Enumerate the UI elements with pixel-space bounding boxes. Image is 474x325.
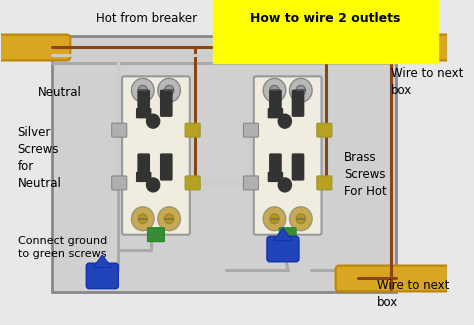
FancyBboxPatch shape xyxy=(86,263,118,289)
FancyBboxPatch shape xyxy=(268,173,283,181)
FancyBboxPatch shape xyxy=(270,90,281,114)
Circle shape xyxy=(158,207,181,231)
Circle shape xyxy=(290,78,312,102)
Circle shape xyxy=(270,214,279,224)
Text: Wire to next
box: Wire to next box xyxy=(377,280,449,309)
Circle shape xyxy=(164,214,174,224)
FancyBboxPatch shape xyxy=(185,176,200,190)
FancyBboxPatch shape xyxy=(147,228,164,242)
Circle shape xyxy=(164,85,174,95)
Circle shape xyxy=(131,78,154,102)
FancyBboxPatch shape xyxy=(122,76,190,235)
Text: Neutral: Neutral xyxy=(38,86,82,99)
FancyBboxPatch shape xyxy=(161,154,172,180)
Circle shape xyxy=(270,85,279,95)
Circle shape xyxy=(263,207,286,231)
FancyBboxPatch shape xyxy=(244,123,258,137)
FancyBboxPatch shape xyxy=(292,154,304,180)
FancyBboxPatch shape xyxy=(137,173,151,181)
FancyBboxPatch shape xyxy=(336,266,450,292)
Circle shape xyxy=(146,178,160,192)
Circle shape xyxy=(278,114,292,128)
Polygon shape xyxy=(273,228,292,241)
Circle shape xyxy=(290,207,312,231)
Text: How to wire 2 outlets: How to wire 2 outlets xyxy=(250,12,401,25)
FancyBboxPatch shape xyxy=(268,109,283,118)
Circle shape xyxy=(146,114,160,128)
Text: Connect ground
to green screws: Connect ground to green screws xyxy=(18,236,107,259)
FancyBboxPatch shape xyxy=(53,35,396,292)
FancyBboxPatch shape xyxy=(279,228,296,242)
FancyBboxPatch shape xyxy=(317,123,332,137)
FancyBboxPatch shape xyxy=(336,34,450,60)
FancyBboxPatch shape xyxy=(161,90,172,116)
Circle shape xyxy=(296,85,306,95)
FancyBboxPatch shape xyxy=(138,154,149,178)
Text: Brass
Screws
For Hot: Brass Screws For Hot xyxy=(344,151,387,199)
Circle shape xyxy=(131,207,154,231)
FancyBboxPatch shape xyxy=(185,123,200,137)
FancyBboxPatch shape xyxy=(254,76,321,235)
FancyBboxPatch shape xyxy=(0,34,70,60)
FancyBboxPatch shape xyxy=(270,154,281,178)
Text: Hot from breaker: Hot from breaker xyxy=(96,12,197,25)
Circle shape xyxy=(278,178,292,192)
FancyBboxPatch shape xyxy=(292,90,304,116)
FancyBboxPatch shape xyxy=(137,109,151,118)
Text: Silver
Screws
for
Neutral: Silver Screws for Neutral xyxy=(18,126,62,190)
FancyBboxPatch shape xyxy=(138,90,149,114)
Circle shape xyxy=(296,214,306,224)
Circle shape xyxy=(158,78,181,102)
FancyBboxPatch shape xyxy=(112,176,127,190)
FancyBboxPatch shape xyxy=(112,123,127,137)
Text: Wire to next
box: Wire to next box xyxy=(391,67,464,98)
Circle shape xyxy=(138,214,147,224)
FancyBboxPatch shape xyxy=(267,236,299,262)
FancyBboxPatch shape xyxy=(317,176,332,190)
Circle shape xyxy=(263,78,286,102)
FancyBboxPatch shape xyxy=(244,176,258,190)
Polygon shape xyxy=(93,255,111,267)
Circle shape xyxy=(138,85,147,95)
